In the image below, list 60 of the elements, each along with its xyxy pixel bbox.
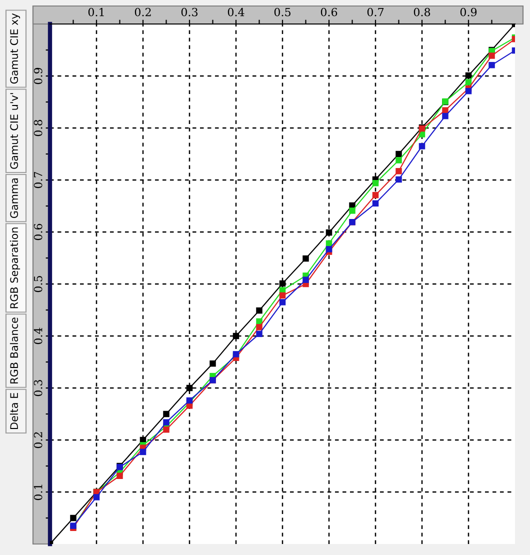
- text: Gamut CIE xy: [10, 13, 20, 84]
- point: [279, 280, 286, 287]
- point: [326, 229, 332, 236]
- y-tick-label: 0.4: [34, 328, 42, 344]
- y-tick-label: 0.1: [34, 484, 42, 500]
- y-tick-label: 0.3: [34, 380, 42, 396]
- point: [163, 410, 170, 418]
- x-tick-label: 0.1: [88, 8, 104, 16]
- point: [418, 143, 426, 150]
- point: [279, 292, 286, 299]
- point: [396, 176, 402, 183]
- x-tick-label: 0.6: [320, 8, 338, 16]
- point: [256, 330, 262, 338]
- point: [256, 307, 262, 314]
- x-tick-label: 0.3: [181, 8, 198, 16]
- y-tick-label: 0.2: [34, 432, 42, 448]
- text: Gamma: [10, 178, 18, 218]
- y-tick-label: 0.5: [34, 276, 42, 292]
- point: [442, 112, 448, 120]
- point: [186, 384, 193, 392]
- x-tick-label: 0.4: [228, 8, 244, 16]
- point: [279, 299, 286, 306]
- point: [140, 448, 146, 456]
- x-tick-label: 0.2: [134, 8, 151, 16]
- point: [349, 208, 356, 214]
- point: [70, 514, 76, 522]
- point: [465, 72, 472, 79]
- text: Gamut CIE u'v': [10, 93, 18, 169]
- point: [163, 426, 170, 433]
- y-tick-label: 0.8: [34, 120, 42, 136]
- y-tick-label: 0.7: [34, 172, 42, 188]
- point: [465, 88, 472, 94]
- point: [302, 276, 309, 283]
- point: [396, 168, 402, 174]
- point: [488, 52, 495, 59]
- point: [396, 157, 402, 164]
- point: [372, 200, 379, 207]
- point: [163, 419, 170, 426]
- point: [210, 360, 216, 367]
- point: [232, 332, 240, 340]
- point: [372, 180, 379, 186]
- x-tick-label: 0.9: [460, 8, 477, 16]
- point: [372, 192, 379, 198]
- point: [442, 107, 448, 114]
- x-tick-label: 0.5: [274, 8, 290, 16]
- point: [396, 150, 402, 158]
- point: [465, 79, 472, 86]
- text: Delta E: [10, 392, 18, 429]
- text: RGB Balance: [10, 318, 18, 384]
- point: [256, 324, 262, 330]
- point: [326, 246, 332, 252]
- point: [302, 255, 309, 262]
- point: [488, 62, 495, 68]
- y-tick-label: 0.6: [34, 224, 42, 240]
- x-tick-label: 0.8: [414, 8, 430, 16]
- point: [116, 472, 123, 480]
- x-tick-label: 0.7: [367, 8, 384, 16]
- point: [93, 494, 100, 500]
- text: RGB Separation: [10, 228, 20, 308]
- y-tick-label: 0.9: [34, 68, 42, 84]
